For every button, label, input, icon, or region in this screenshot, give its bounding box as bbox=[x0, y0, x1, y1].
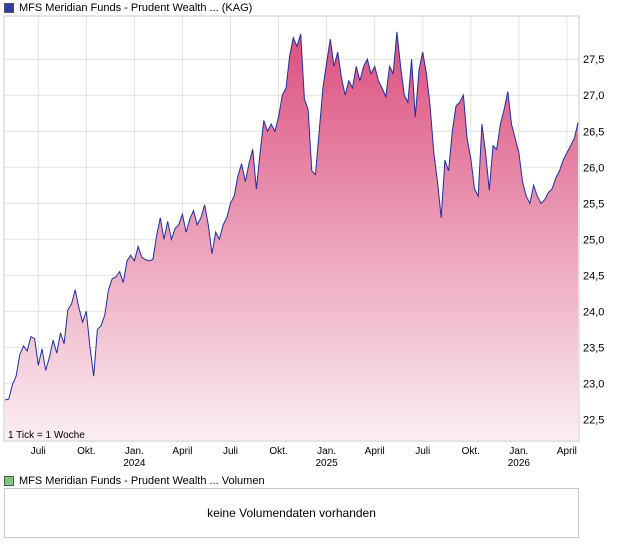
y-tick-label: 24,5 bbox=[583, 270, 604, 282]
y-tick-label: 27,0 bbox=[583, 90, 604, 102]
legend-volume: MFS Meridian Funds - Prudent Wealth ... … bbox=[4, 474, 265, 488]
x-tick-label: Juli bbox=[31, 446, 46, 457]
x-tick-label: April bbox=[365, 446, 385, 457]
x-tick-label: Juli bbox=[223, 446, 238, 457]
volume-message: keine Volumendaten vorhanden bbox=[207, 506, 376, 520]
x-year-label: 2024 bbox=[123, 458, 146, 469]
legend-volume-swatch bbox=[4, 476, 14, 486]
price-chart: 1 Tick = 1 Woche 22,5 23,0 23,5 24,0 24,5 25,… bbox=[3, 15, 604, 469]
y-tick-label: 25,0 bbox=[583, 234, 604, 246]
x-tick-label: Jan. bbox=[509, 446, 528, 457]
x-tick-label: Okt. bbox=[269, 446, 287, 457]
y-tick-label: 23,5 bbox=[583, 342, 604, 354]
y-tick-label: 24,0 bbox=[583, 306, 604, 318]
x-tick-label: April bbox=[172, 446, 192, 457]
legend-volume-label: MFS Meridian Funds - Prudent Wealth ... … bbox=[19, 475, 265, 487]
y-tick-label: 26,5 bbox=[583, 126, 604, 138]
x-tick-label: Jan. bbox=[125, 446, 144, 457]
legend-main: MFS Meridian Funds - Prudent Wealth ... … bbox=[4, 1, 252, 15]
y-tick-label: 25,5 bbox=[583, 198, 604, 210]
y-tick-label: 26,0 bbox=[583, 162, 604, 174]
x-year-label: 2025 bbox=[315, 458, 338, 469]
y-tick-label: 22,5 bbox=[583, 414, 604, 426]
price-area bbox=[5, 31, 578, 441]
tick-note: 1 Tick = 1 Woche bbox=[8, 430, 85, 441]
legend-main-label: MFS Meridian Funds - Prudent Wealth ... … bbox=[19, 2, 253, 14]
x-year-label: 2026 bbox=[508, 458, 531, 469]
legend-main-swatch bbox=[4, 3, 14, 13]
y-tick-label: 27,5 bbox=[583, 54, 604, 66]
x-tick-label: Okt. bbox=[462, 446, 480, 457]
y-axis: 22,5 23,0 23,5 24,0 24,5 25,0 25,5 26,0 26,5 27,0… bbox=[583, 54, 604, 426]
y-tick-label: 23,0 bbox=[583, 378, 604, 390]
x-tick-label: April bbox=[557, 446, 577, 457]
x-tick-label: Jan. bbox=[317, 446, 336, 457]
x-tick-label: Juli bbox=[415, 446, 430, 457]
x-tick-label: Okt. bbox=[77, 446, 95, 457]
price-line bbox=[4, 31, 579, 401]
volume-panel: keine Volumendaten vorhanden bbox=[4, 488, 579, 538]
